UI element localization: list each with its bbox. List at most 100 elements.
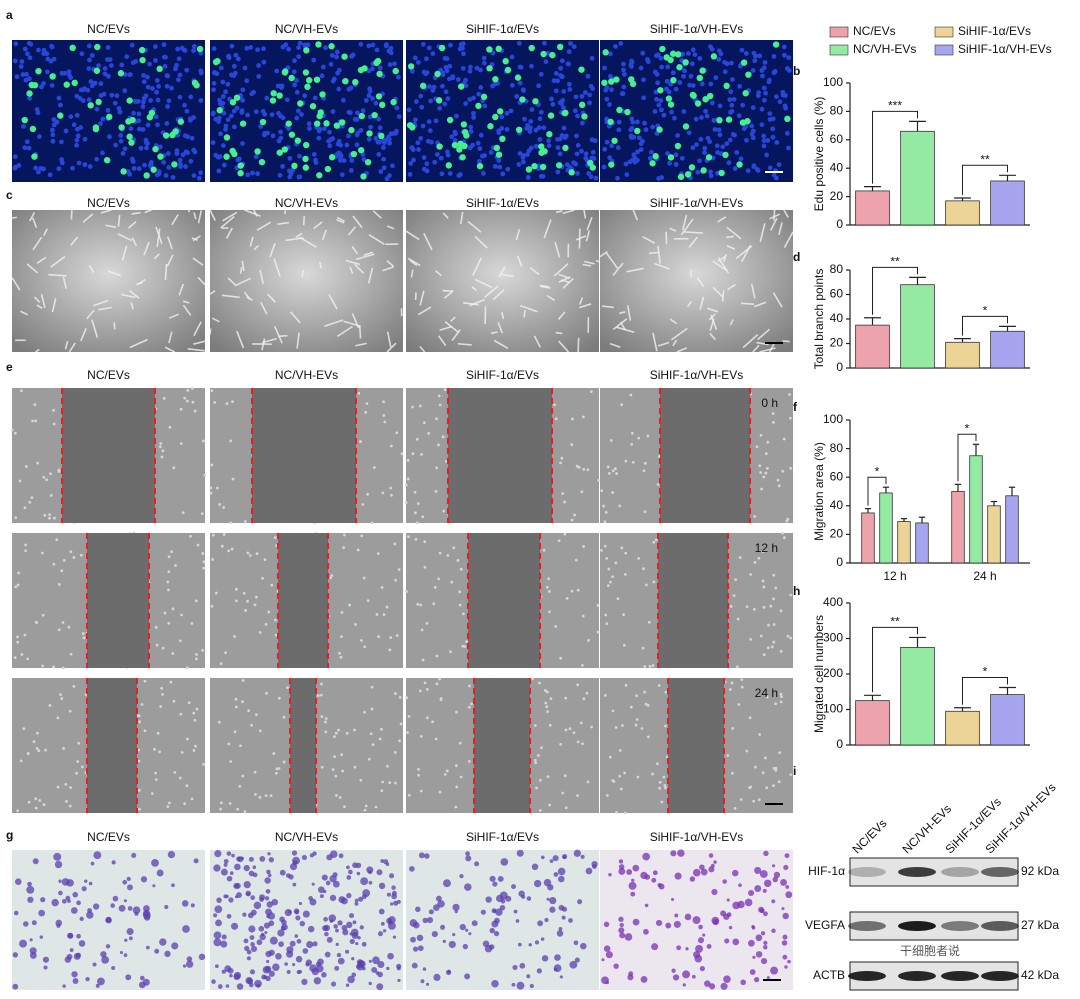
migrated-cell <box>556 930 564 937</box>
cell <box>258 795 262 799</box>
cell <box>570 518 574 522</box>
nucleus <box>478 85 484 90</box>
edu-cell <box>49 73 56 80</box>
tube <box>260 301 268 315</box>
tube <box>681 214 688 231</box>
nucleus <box>255 47 260 53</box>
nucleus <box>276 110 281 116</box>
nucleus <box>672 115 677 121</box>
nucleus <box>636 135 642 141</box>
tube <box>82 213 94 223</box>
cell <box>651 772 654 776</box>
nucleus <box>450 74 456 80</box>
cell <box>757 556 761 560</box>
cell <box>581 614 585 618</box>
cell <box>772 640 776 644</box>
nucleus <box>154 172 160 178</box>
cell <box>459 567 463 571</box>
edu-cell <box>493 144 501 152</box>
cell <box>35 747 39 750</box>
scratch-gap <box>474 678 530 813</box>
edu-cell <box>718 169 725 177</box>
tube <box>93 299 109 307</box>
migrated-cell <box>347 869 353 875</box>
tube <box>554 241 561 258</box>
migrated-cell <box>112 895 119 902</box>
cell <box>657 684 661 687</box>
migrated-cell <box>332 872 338 878</box>
edu-cell <box>652 153 659 160</box>
migrated-cell <box>296 970 301 975</box>
nucleus <box>641 77 646 83</box>
cell <box>365 402 369 405</box>
nucleus <box>217 154 223 160</box>
cell <box>656 482 660 486</box>
bar <box>915 522 929 564</box>
tube <box>410 269 414 278</box>
nucleus <box>177 94 183 100</box>
bar <box>945 710 980 746</box>
edu-cell <box>476 162 484 170</box>
lane-label: SiHIF-1α/VH-EVs <box>982 780 1058 856</box>
nucleus <box>729 60 734 66</box>
edu-cell <box>540 50 547 58</box>
migrated-cell <box>397 978 401 982</box>
migrated-cell <box>321 972 327 978</box>
tube <box>130 302 134 310</box>
cell <box>785 519 789 523</box>
migrated-cell <box>12 952 19 958</box>
nucleus <box>122 146 128 152</box>
edu-cell <box>532 98 539 105</box>
cell <box>646 735 650 739</box>
cell <box>631 460 635 464</box>
migrated-cell <box>674 872 682 880</box>
migrated-cell <box>227 967 234 974</box>
nucleus <box>716 127 722 133</box>
nucleus <box>74 142 79 148</box>
nucleus <box>169 85 174 91</box>
nucleus <box>108 63 114 68</box>
migrated-cell <box>127 906 133 911</box>
cell <box>338 651 341 655</box>
nucleus <box>635 149 640 155</box>
cell <box>191 387 194 390</box>
cell <box>219 801 223 805</box>
migrated-cell <box>500 898 506 904</box>
nucleus <box>358 41 364 47</box>
nucleus <box>260 108 266 114</box>
nucleus <box>231 63 237 69</box>
nucleus <box>256 63 262 68</box>
cell <box>404 501 408 504</box>
cell <box>23 633 27 637</box>
migrated-cell <box>533 879 542 888</box>
cell <box>234 705 238 709</box>
cell <box>191 400 195 404</box>
edu-cell <box>373 59 380 67</box>
cell <box>168 801 171 805</box>
cell <box>210 604 214 608</box>
migrated-cell <box>289 863 298 871</box>
nucleus <box>763 90 768 96</box>
nucleus <box>358 127 364 133</box>
cell <box>557 539 561 543</box>
cell <box>604 511 608 514</box>
nucleus <box>650 124 655 130</box>
cell <box>62 747 65 750</box>
cell <box>646 703 650 707</box>
cell <box>218 720 221 724</box>
nucleus <box>218 65 224 71</box>
cell <box>596 604 600 607</box>
nucleus <box>463 101 469 106</box>
cell <box>759 433 763 437</box>
migrated-cell <box>603 921 610 928</box>
nucleus <box>280 44 286 50</box>
cell <box>783 536 786 540</box>
cell <box>234 697 238 701</box>
cell <box>586 468 590 472</box>
edu-cell <box>177 118 185 125</box>
cell <box>255 595 258 599</box>
nucleus <box>34 107 40 112</box>
migrated-cell <box>126 876 131 882</box>
cell <box>264 794 268 798</box>
cell <box>37 749 41 753</box>
